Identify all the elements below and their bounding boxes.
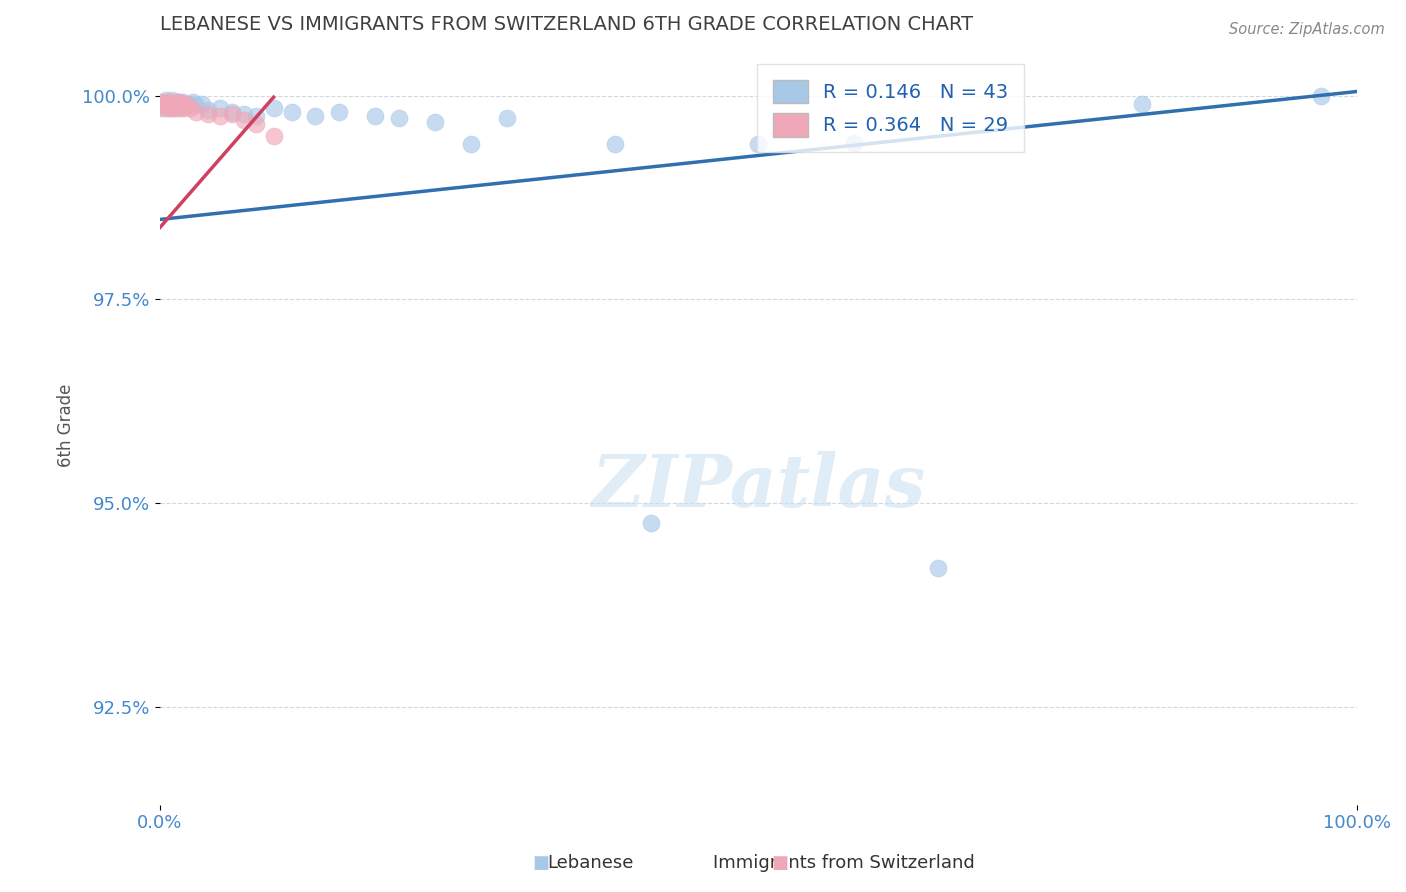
Point	[172, 98, 194, 112]
Point	[304, 109, 326, 123]
Point	[460, 137, 482, 152]
Point	[263, 129, 285, 144]
Point	[173, 96, 195, 111]
Point	[159, 98, 181, 112]
Point	[150, 101, 173, 115]
Point	[166, 96, 188, 111]
Point	[159, 96, 181, 111]
Point	[603, 137, 626, 152]
Point	[245, 109, 267, 123]
Point	[179, 101, 201, 115]
Text: Lebanese: Lebanese	[547, 855, 634, 872]
Point	[232, 113, 254, 128]
Point	[263, 101, 285, 115]
Point	[169, 98, 191, 112]
Point	[245, 117, 267, 131]
Point	[167, 95, 190, 109]
Point	[844, 136, 866, 150]
Point	[197, 106, 219, 120]
Point	[160, 96, 183, 111]
Point	[174, 96, 197, 111]
Point	[174, 98, 197, 112]
Point	[221, 104, 243, 119]
Point	[184, 98, 207, 112]
Point	[152, 96, 174, 111]
Y-axis label: 6th Grade: 6th Grade	[58, 384, 75, 467]
Point	[155, 93, 177, 107]
Text: Immigrants from Switzerland: Immigrants from Switzerland	[713, 855, 974, 872]
Text: LEBANESE VS IMMIGRANTS FROM SWITZERLAND 6TH GRADE CORRELATION CHART: LEBANESE VS IMMIGRANTS FROM SWITZERLAND …	[160, 15, 973, 34]
Point	[1310, 88, 1333, 103]
Point	[163, 98, 186, 112]
Point	[1130, 96, 1153, 111]
Point	[165, 96, 187, 111]
Point	[162, 96, 184, 111]
Point	[150, 95, 173, 109]
Point	[166, 101, 188, 115]
Point	[159, 101, 181, 115]
Text: ■: ■	[533, 855, 550, 872]
Point	[155, 98, 177, 112]
Point	[179, 96, 201, 111]
Point	[328, 104, 350, 119]
Point	[162, 101, 184, 115]
Point	[184, 104, 207, 119]
Point	[183, 95, 205, 109]
Point	[170, 96, 193, 111]
Point	[153, 101, 176, 115]
Point	[927, 561, 949, 575]
Point	[197, 103, 219, 118]
Legend: R = 0.146   N = 43, R = 0.364   N = 29: R = 0.146 N = 43, R = 0.364 N = 29	[758, 64, 1024, 153]
Point	[172, 95, 194, 109]
Point	[364, 109, 387, 123]
Point	[159, 101, 181, 115]
Point	[166, 98, 188, 112]
Point	[157, 96, 180, 111]
Point	[167, 95, 190, 109]
Text: ZIPatlas: ZIPatlas	[592, 450, 925, 522]
Point	[173, 101, 195, 115]
Text: Source: ZipAtlas.com: Source: ZipAtlas.com	[1229, 22, 1385, 37]
Point	[208, 101, 231, 115]
Point	[165, 95, 187, 109]
Point	[208, 109, 231, 123]
Text: ■: ■	[772, 855, 789, 872]
Point	[221, 106, 243, 120]
Point	[496, 112, 519, 126]
Point	[425, 114, 447, 128]
Point	[170, 101, 193, 115]
Point	[232, 106, 254, 120]
Point	[190, 96, 212, 111]
Point	[150, 98, 173, 112]
Point	[280, 104, 302, 119]
Point	[160, 93, 183, 107]
Point	[166, 98, 188, 112]
Point	[156, 96, 179, 111]
Point	[388, 112, 411, 126]
Point	[169, 96, 191, 111]
Point	[640, 516, 662, 531]
Point	[163, 101, 186, 115]
Point	[152, 96, 174, 111]
Point	[156, 95, 179, 109]
Point	[747, 137, 769, 152]
